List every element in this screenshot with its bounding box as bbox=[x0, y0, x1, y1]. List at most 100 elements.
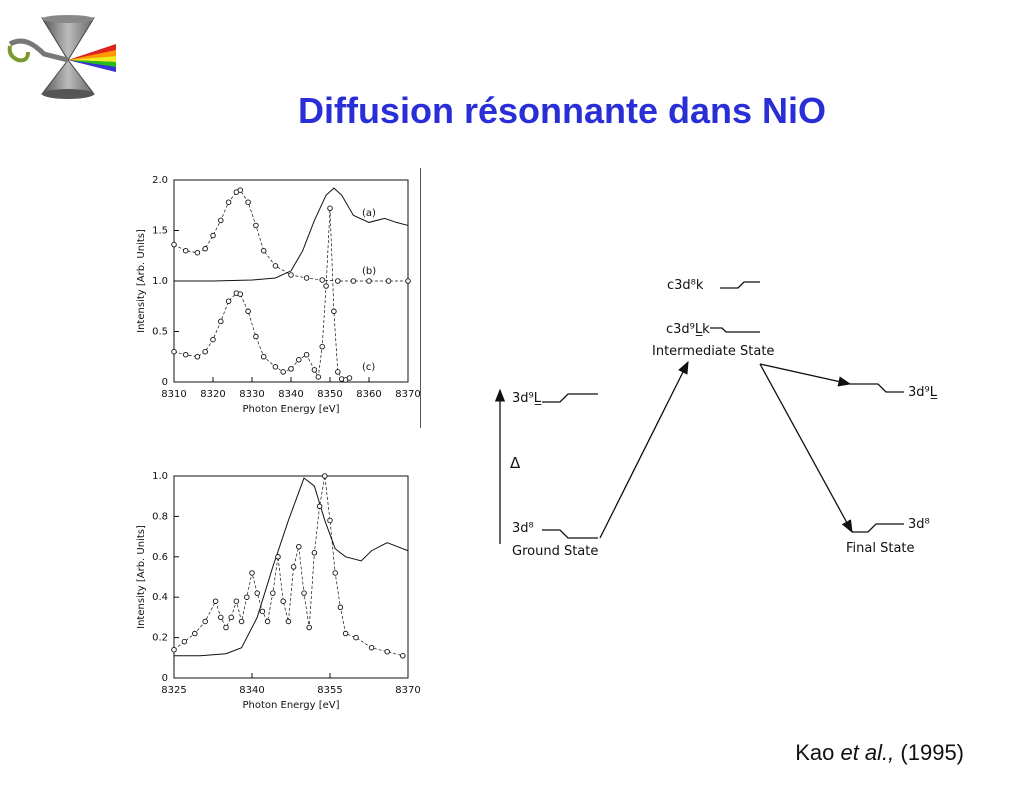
data-point bbox=[182, 247, 189, 254]
y-axis-label: Intensity [Arb. Units] bbox=[136, 229, 147, 333]
y-tick-label: 0.4 bbox=[152, 592, 168, 603]
divider bbox=[420, 168, 421, 428]
data-point bbox=[218, 614, 224, 621]
x-tick-label: 8350 bbox=[317, 389, 342, 400]
series-line bbox=[174, 187, 409, 282]
y-tick-label: 0.5 bbox=[152, 327, 168, 338]
label-final-3d9l: 3d⁹L̲ bbox=[908, 385, 938, 400]
x-tick-label: 8330 bbox=[239, 389, 264, 400]
y-tick-label: 0.2 bbox=[152, 633, 168, 644]
x-tick-label: 8325 bbox=[161, 685, 186, 696]
data-point bbox=[237, 187, 244, 193]
data-point bbox=[285, 618, 292, 625]
x-tick-label: 8360 bbox=[356, 389, 381, 400]
series-annotation: (c) bbox=[362, 362, 375, 373]
y-tick-label: 0.6 bbox=[152, 552, 168, 563]
energy-diagram-svg: c3d⁸k c3d⁹L̲k Intermediate State 3d⁹L̲ Δ… bbox=[494, 278, 938, 559]
data-point bbox=[327, 205, 333, 212]
data-point bbox=[331, 308, 337, 315]
data-point bbox=[350, 278, 357, 284]
data-point bbox=[296, 543, 302, 550]
y-tick-label: 1.5 bbox=[152, 226, 168, 237]
data-point bbox=[316, 503, 323, 510]
data-point bbox=[384, 648, 390, 655]
label-left-3d9l: 3d⁹L̲ bbox=[512, 391, 542, 406]
citation-author: Kao bbox=[795, 740, 835, 765]
level-c3d8k bbox=[720, 281, 760, 289]
data-point bbox=[306, 624, 312, 631]
data-point bbox=[264, 618, 271, 625]
data-point bbox=[202, 348, 208, 355]
label-ground: 3d⁸ bbox=[512, 521, 534, 536]
y-tick-label: 1.0 bbox=[152, 276, 168, 287]
level-left-3d9l bbox=[542, 393, 598, 403]
data-point bbox=[237, 291, 244, 297]
data-point bbox=[322, 473, 328, 479]
data-point bbox=[385, 278, 392, 284]
data-point bbox=[259, 608, 266, 615]
data-point bbox=[218, 318, 224, 325]
logo bbox=[4, 14, 120, 100]
series-line bbox=[174, 477, 409, 657]
data-point bbox=[323, 283, 329, 289]
data-point bbox=[218, 217, 224, 224]
data-point bbox=[311, 367, 318, 373]
data-point bbox=[253, 333, 259, 340]
level-ground bbox=[542, 529, 598, 539]
data-point bbox=[280, 369, 286, 375]
data-point bbox=[244, 594, 250, 600]
data-point bbox=[337, 604, 344, 611]
data-point bbox=[275, 554, 281, 560]
data-point bbox=[210, 336, 216, 343]
data-point bbox=[194, 249, 201, 256]
data-point bbox=[171, 646, 177, 653]
chart-bottom-svg: 8325 8340 8355 8370 0 0.2 0.4 0.6 0.8 1.0 Photon E… bbox=[136, 471, 421, 711]
level-final-3d9l bbox=[850, 383, 904, 393]
arrow-excitation bbox=[599, 360, 689, 539]
data-point bbox=[254, 590, 260, 596]
data-point bbox=[194, 353, 201, 360]
data-point bbox=[171, 241, 177, 248]
data-point bbox=[210, 232, 216, 239]
x-axis-label: Photon Energy [eV] bbox=[242, 700, 339, 711]
data-point bbox=[260, 353, 267, 360]
data-point bbox=[238, 618, 245, 625]
data-point bbox=[405, 278, 411, 284]
citation-etal: et al., bbox=[840, 740, 895, 765]
final-state-caption: Final State bbox=[846, 541, 915, 556]
citation-year: (1995) bbox=[900, 740, 964, 765]
level-c3d9lk bbox=[710, 327, 760, 333]
x-tick-label: 8340 bbox=[239, 685, 264, 696]
series-annotation: (b) bbox=[362, 266, 376, 277]
data-point bbox=[245, 308, 251, 315]
arrow-to-3d9l bbox=[759, 363, 852, 387]
plot-frame bbox=[173, 475, 409, 679]
level-final bbox=[852, 523, 904, 533]
data-point bbox=[288, 366, 294, 372]
label-c3d8k: c3d⁸k bbox=[667, 278, 704, 293]
data-point bbox=[260, 247, 267, 254]
data-point bbox=[319, 277, 325, 283]
data-point bbox=[303, 351, 310, 358]
series-dashed-line bbox=[173, 208, 350, 381]
y-axis-label: Intensity [Arb. Units] bbox=[136, 525, 147, 629]
data-point bbox=[335, 369, 341, 375]
data-point bbox=[327, 517, 333, 524]
data-point bbox=[280, 598, 286, 604]
data-point bbox=[311, 550, 318, 556]
ground-state-caption: Ground State bbox=[512, 544, 598, 559]
data-point bbox=[315, 374, 322, 380]
y-tick-label: 1.0 bbox=[152, 471, 168, 482]
data-point bbox=[249, 570, 255, 576]
y-tick-label: 0 bbox=[162, 377, 168, 388]
intermediate-state-caption: Intermediate State bbox=[652, 344, 774, 359]
data-point bbox=[181, 638, 188, 645]
series-dashed-line bbox=[173, 475, 403, 657]
label-c3d9lk: c3d⁹L̲k bbox=[666, 322, 710, 337]
x-tick-label: 8310 bbox=[161, 389, 186, 400]
data-point bbox=[319, 343, 325, 350]
arrow-to-3d8 bbox=[759, 363, 853, 534]
data-point bbox=[296, 357, 302, 363]
data-point bbox=[192, 630, 198, 637]
data-point bbox=[223, 624, 229, 631]
